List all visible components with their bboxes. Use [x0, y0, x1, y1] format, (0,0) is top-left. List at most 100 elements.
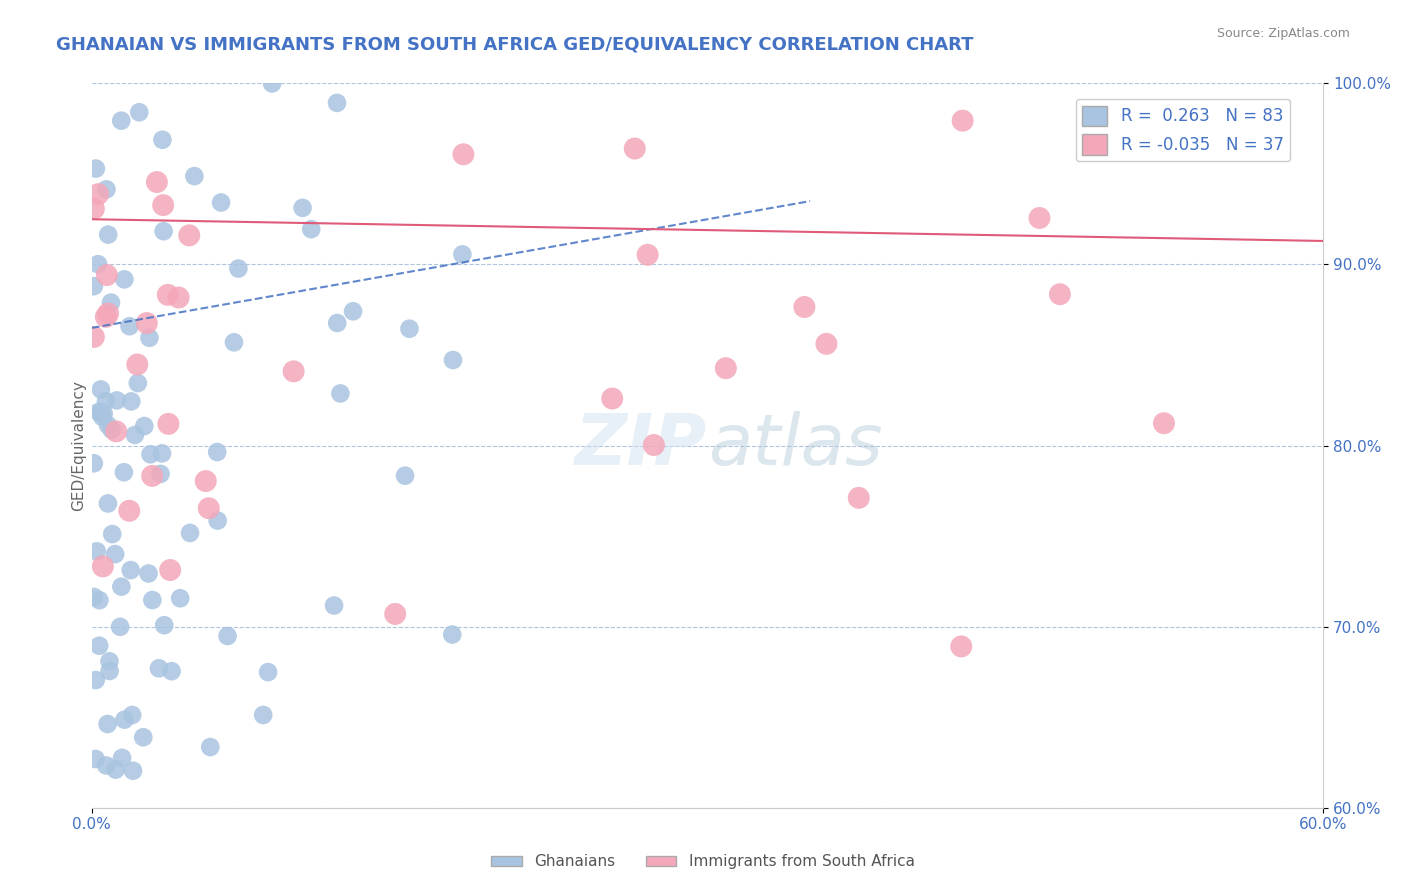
Point	[262, 77, 284, 91]
Point	[112, 272, 135, 286]
Point	[160, 664, 183, 678]
Point	[159, 563, 181, 577]
Point	[111, 751, 134, 765]
Point	[97, 227, 120, 242]
Point	[101, 527, 124, 541]
Point	[89, 593, 111, 607]
Point	[169, 591, 191, 606]
Point	[815, 336, 838, 351]
Point	[121, 708, 143, 723]
Point	[1028, 211, 1050, 225]
Point	[138, 331, 160, 345]
Text: GHANAIAN VS IMMIGRANTS FROM SOUTH AFRICA GED/EQUIVALENCY CORRELATION CHART: GHANAIAN VS IMMIGRANTS FROM SOUTH AFRICA…	[56, 36, 974, 54]
Text: atlas: atlas	[707, 411, 882, 480]
Point	[118, 319, 141, 334]
Legend: Ghanaians, Immigrants from South Africa: Ghanaians, Immigrants from South Africa	[485, 848, 921, 875]
Point	[194, 474, 217, 488]
Point	[89, 639, 111, 653]
Point	[1153, 416, 1175, 430]
Point	[326, 95, 349, 110]
Point	[793, 300, 815, 314]
Point	[384, 607, 406, 621]
Point	[90, 383, 112, 397]
Point	[127, 376, 149, 390]
Point	[257, 665, 280, 680]
Point	[209, 195, 232, 210]
Point	[97, 418, 120, 433]
Point	[90, 405, 112, 419]
Point	[950, 640, 973, 654]
Point	[83, 330, 105, 344]
Point	[398, 322, 420, 336]
Point	[252, 708, 274, 723]
Point	[152, 133, 174, 147]
Point	[110, 113, 132, 128]
Text: ZIP: ZIP	[575, 411, 707, 480]
Point	[441, 353, 464, 368]
Point	[179, 228, 201, 243]
Point	[453, 147, 475, 161]
Point	[146, 175, 169, 189]
Point	[623, 142, 645, 156]
Point	[451, 247, 474, 261]
Point	[152, 198, 174, 212]
Point	[96, 758, 118, 772]
Point	[91, 409, 114, 424]
Point	[153, 618, 176, 632]
Point	[122, 764, 145, 778]
Point	[104, 547, 127, 561]
Point	[84, 161, 107, 176]
Point	[326, 316, 349, 330]
Point	[86, 544, 108, 558]
Point	[222, 335, 245, 350]
Point	[96, 268, 118, 282]
Point	[87, 405, 110, 419]
Point	[110, 580, 132, 594]
Point	[94, 310, 117, 324]
Point	[108, 620, 131, 634]
Point	[156, 288, 179, 302]
Text: Source: ZipAtlas.com: Source: ZipAtlas.com	[1216, 27, 1350, 40]
Point	[200, 739, 222, 754]
Point	[141, 593, 163, 607]
Point	[96, 182, 118, 196]
Point	[342, 304, 364, 318]
Point	[98, 654, 121, 668]
Point	[167, 291, 190, 305]
Point	[104, 763, 127, 777]
Point	[120, 563, 142, 577]
Point	[105, 425, 128, 439]
Point	[98, 664, 121, 678]
Point	[150, 446, 173, 460]
Point	[207, 514, 229, 528]
Point	[105, 393, 128, 408]
Point	[134, 419, 156, 434]
Point	[149, 467, 172, 481]
Point	[83, 202, 105, 216]
Point	[120, 394, 142, 409]
Point	[83, 456, 105, 470]
Point	[93, 407, 115, 421]
Point	[714, 361, 737, 376]
Point	[228, 261, 250, 276]
Point	[124, 428, 146, 442]
Point	[643, 438, 665, 452]
Point	[183, 169, 205, 183]
Point	[139, 447, 162, 461]
Point	[128, 105, 150, 120]
Point	[152, 224, 174, 238]
Point	[205, 445, 228, 459]
Point	[197, 501, 219, 516]
Point	[179, 525, 201, 540]
Point	[84, 673, 107, 687]
Point	[132, 731, 155, 745]
Point	[148, 661, 170, 675]
Point	[283, 364, 305, 378]
Point	[600, 392, 623, 406]
Point	[637, 248, 659, 262]
Point	[83, 279, 105, 293]
Point	[1049, 287, 1071, 301]
Point	[127, 358, 149, 372]
Point	[112, 465, 135, 479]
Point	[94, 394, 117, 409]
